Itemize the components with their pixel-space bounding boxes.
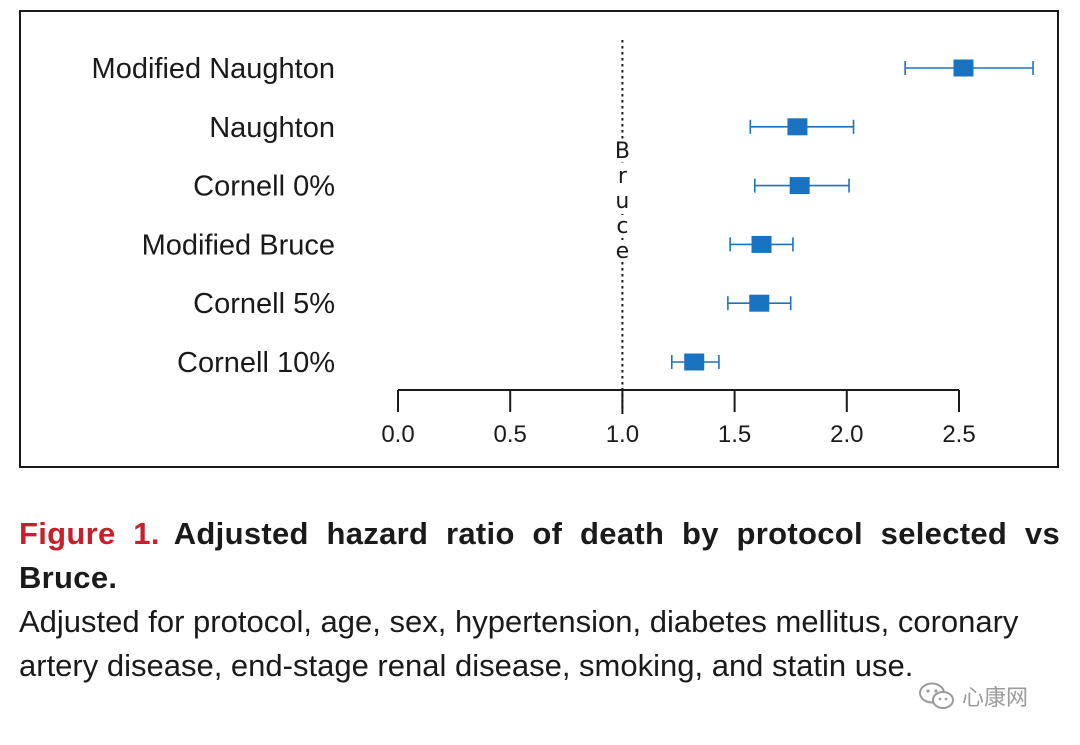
x-tick-label: 1.5: [718, 421, 751, 448]
category-label: Naughton: [209, 112, 335, 144]
x-tick-label: 0.0: [381, 421, 414, 448]
estimate-marker: [751, 235, 772, 253]
x-tick-label: 1.0: [606, 421, 639, 448]
caption-title: Adjusted hazard ratio of death by protoc…: [19, 516, 1060, 595]
estimates: [670, 59, 1034, 371]
x-tick-label: 2.5: [942, 421, 975, 448]
reference-letter-bg: [613, 215, 632, 237]
reference-letter-bg: [613, 140, 632, 162]
reference-letter: B: [615, 139, 630, 164]
reference-letter: c: [616, 214, 628, 239]
reference-letter-bg: [613, 240, 632, 262]
reference-letter: u: [615, 189, 629, 214]
forest-plot: Modified Naughton Naughton Cornell 0% Modif…: [92, 40, 1034, 448]
category-labels: Modified Naughton Naughton Cornell 0% Modif…: [92, 53, 335, 379]
x-axis: 0.0 0.5 1.0 1.5 2.0 2.5: [381, 389, 976, 448]
category-label: Modified Naughton: [92, 53, 335, 85]
reference-letter: e: [616, 239, 630, 264]
x-tick-label: 0.5: [494, 421, 527, 448]
reference-letter-bg: [613, 165, 632, 187]
estimate-marker: [789, 177, 810, 195]
estimate-marker: [953, 59, 974, 77]
watermark-text: 心康网: [962, 686, 1029, 711]
caption-body: Adjusted for protocol, age, sex, hyperte…: [19, 604, 1019, 683]
category-label: Cornell 5%: [193, 288, 335, 320]
watermark: 心康网: [918, 680, 1028, 712]
caption-title-line: Figure 1. Adjusted hazard ratio of death …: [19, 512, 1060, 600]
x-tick-label: 2.0: [830, 421, 863, 448]
estimate-marker: [684, 353, 705, 371]
forest-plot-frame: Modified Naughton Naughton Cornell 0% Modif…: [19, 10, 1059, 468]
estimate-marker: [787, 118, 808, 136]
reference-letter: r: [618, 164, 628, 189]
category-label: Cornell 0%: [193, 171, 335, 203]
wechat-icon: [919, 682, 954, 709]
estimate-marker: [749, 294, 770, 312]
reference-letter-bg: [613, 190, 632, 212]
figure-label: Figure 1.: [19, 516, 160, 551]
category-label: Cornell 10%: [177, 347, 335, 379]
reference-label: Bruce: [613, 139, 632, 264]
category-label: Modified Bruce: [142, 229, 335, 261]
figure-caption: Figure 1. Adjusted hazard ratio of death …: [19, 512, 1060, 688]
